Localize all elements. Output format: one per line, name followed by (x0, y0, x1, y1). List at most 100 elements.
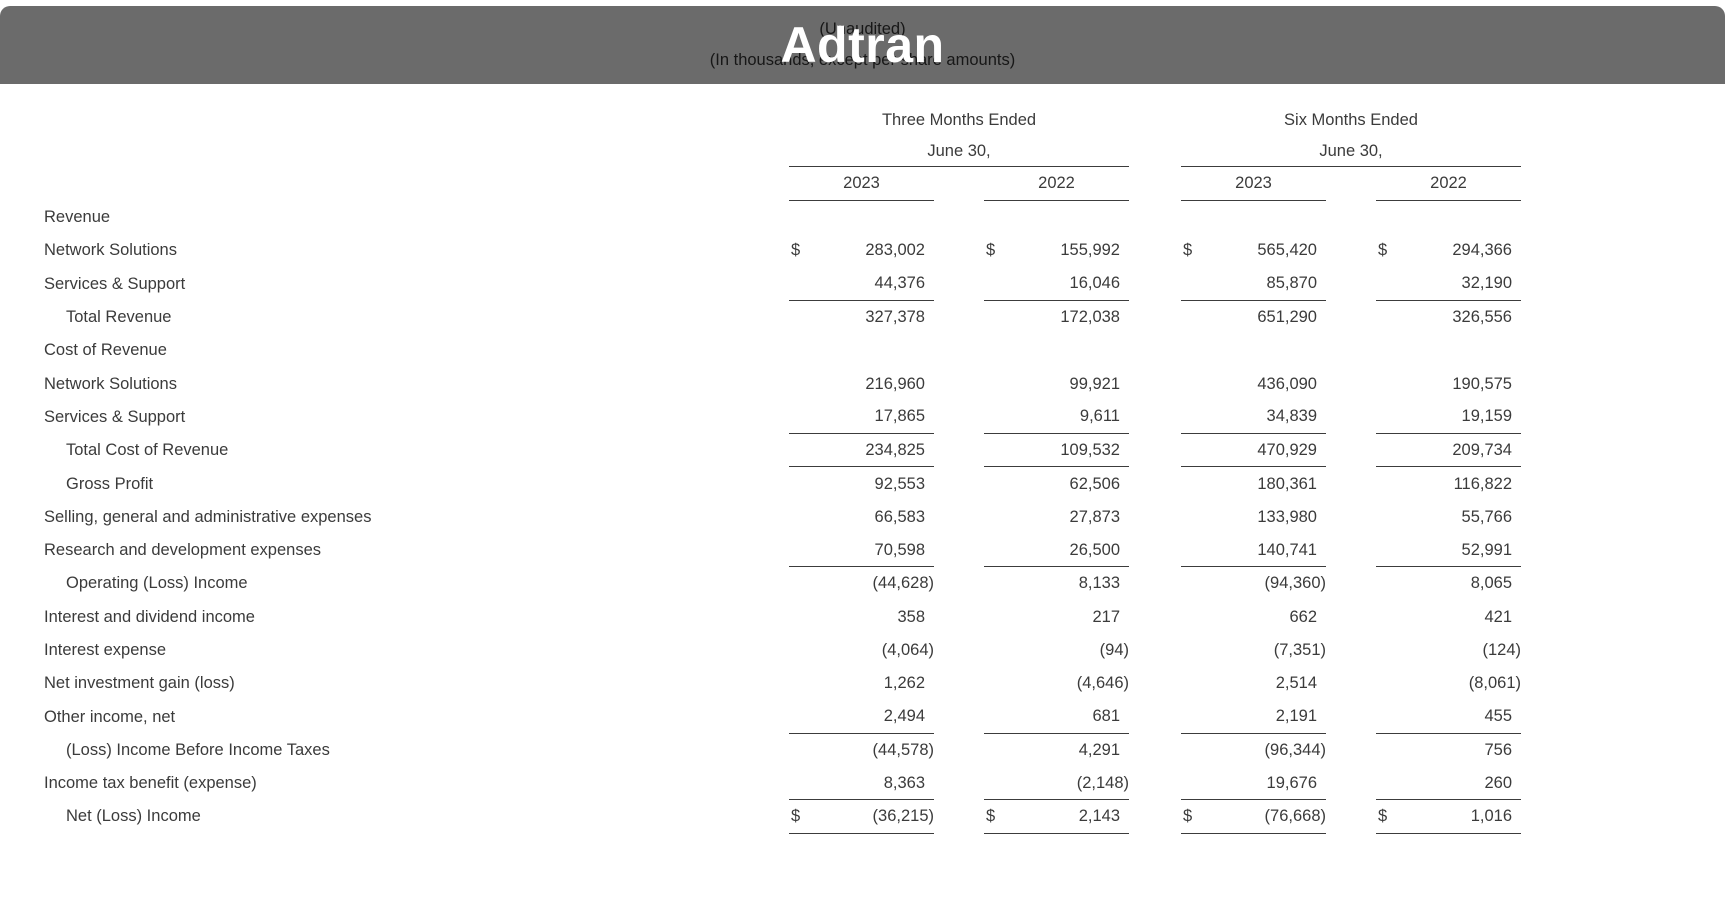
row-label: (Loss) Income Before Income Taxes (66, 740, 330, 759)
cell-number: 234,825 (865, 440, 925, 459)
cell-number: 190,575 (1452, 374, 1512, 393)
row-label: Cost of Revenue (44, 341, 167, 360)
label-column-spacer (44, 104, 789, 167)
cell-number: 2,494 (883, 707, 925, 726)
value-cell: (8,061) (1376, 667, 1521, 700)
col-group-subtitle: June 30, (1181, 136, 1521, 167)
value-cell: 34,839 (1181, 401, 1326, 435)
cell-number: 44,376 (874, 274, 925, 293)
value-cell (1181, 334, 1326, 367)
cell-number: 756 (1484, 740, 1512, 759)
value-cell: $ (36,215) (789, 800, 934, 834)
cell-number: 92,553 (874, 474, 925, 493)
value-cell: 455 (1376, 700, 1521, 734)
row-label: Interest expense (44, 641, 166, 659)
value-cell (789, 334, 934, 367)
cell-number: 32,190 (1461, 274, 1512, 293)
table-row: Services & Support 17,865 9,611 34,839 19,15… (44, 401, 1521, 435)
cell-number: 651,290 (1257, 308, 1317, 327)
value-cell: 44,376 (789, 268, 934, 301)
year-header-row: 2023 2022 2023 2022 (44, 167, 1521, 201)
year-header: 2023 (1181, 167, 1326, 201)
value-cell: 8,363 (789, 767, 934, 801)
row-label: Services & Support (44, 274, 186, 293)
value-cell: 8,133 (984, 567, 1129, 600)
cell-number: (4,646) (1076, 674, 1129, 693)
year-header: 2023 (789, 167, 934, 201)
value-cell: 92,553 (789, 467, 934, 500)
cell-number: 8,363 (883, 773, 925, 792)
value-cell: 470,929 (1181, 434, 1326, 468)
value-cell: (124) (1376, 634, 1521, 667)
table-row: Total Cost of Revenue 234,825 109,532 470,9… (44, 434, 1521, 468)
value-cell: 2,191 (1181, 700, 1326, 734)
table-row: Services & Support 44,376 16,046 85,870 32,1… (44, 268, 1521, 301)
cell-number: 283,002 (865, 241, 925, 260)
cell-number: (44,628) (872, 574, 934, 593)
cell-number: 326,556 (1452, 308, 1512, 327)
value-cell: 217 (984, 601, 1129, 634)
cell-number: 565,420 (1257, 241, 1317, 260)
table-row: Income tax benefit (expense) 8,363 (2,148)… (44, 767, 1521, 801)
table-row: Net (Loss) Income $ (36,215) $2,143 $ (76,668… (44, 800, 1521, 834)
cell-number: 216,960 (865, 374, 925, 393)
table-row: Selling, general and administrative expe… (44, 501, 1521, 534)
cell-number: 133,980 (1257, 507, 1317, 526)
value-cell: (94,360) (1181, 567, 1326, 600)
cell-number: 1,016 (1470, 806, 1512, 825)
cell-number: (36,215) (872, 806, 934, 825)
cell-number: 70,598 (874, 540, 925, 559)
value-cell: (4,064) (789, 634, 934, 667)
value-cell: 55,766 (1376, 501, 1521, 534)
cell-number: 421 (1484, 607, 1512, 626)
dollar-sign: $ (791, 806, 801, 825)
row-label: Other income, net (44, 707, 176, 726)
value-cell: 681 (984, 700, 1129, 734)
adtran-logo: Adtran (780, 17, 945, 73)
value-cell: $2,143 (984, 800, 1129, 834)
table-row: Operating (Loss) Income (44,628) 8,133 (94,… (44, 567, 1521, 600)
cell-number: 8,133 (1078, 574, 1120, 593)
cell-number: 99,921 (1069, 374, 1120, 393)
value-cell (1181, 201, 1326, 234)
value-cell: $ (76,668) (1181, 800, 1326, 834)
cell-number: 155,992 (1060, 241, 1120, 260)
value-cell: 32,190 (1376, 268, 1521, 301)
table-row: Other income, net 2,494 681 2,191 455 (44, 700, 1521, 734)
dollar-sign: $ (986, 806, 996, 825)
row-label: Network Solutions (44, 374, 177, 393)
col-group-six-months: Six Months Ended June 30, (1181, 104, 1521, 167)
row-label: Selling, general and administrative expe… (44, 507, 372, 526)
cell-number: 85,870 (1266, 274, 1317, 293)
value-cell: (4,646) (984, 667, 1129, 700)
col-group-subtitle: June 30, (789, 136, 1129, 167)
cell-number: 436,090 (1257, 374, 1317, 393)
row-label: Operating (Loss) Income (66, 574, 248, 593)
value-cell: $1,016 (1376, 800, 1521, 834)
table-row: Net investment gain (loss) 1,262 (4,646) 2,… (44, 667, 1521, 700)
value-cell: 133,980 (1181, 501, 1326, 534)
value-cell: 436,090 (1181, 367, 1326, 400)
row-label: Network Solutions (44, 241, 177, 260)
column-group-titles: Three Months Ended June 30, Six Months E… (44, 104, 1521, 167)
value-cell: 19,676 (1181, 767, 1326, 801)
dollar-sign: $ (1378, 241, 1388, 260)
cell-number: 109,532 (1060, 440, 1120, 459)
cell-number: 294,366 (1452, 241, 1512, 260)
cell-number: 662 (1289, 607, 1317, 626)
cell-number: 358 (897, 607, 925, 626)
value-cell: 358 (789, 601, 934, 634)
cell-number: (44,578) (872, 740, 934, 759)
value-cell: (7,351) (1181, 634, 1326, 667)
cell-number: 140,741 (1257, 540, 1317, 559)
value-cell: 140,741 (1181, 534, 1326, 568)
table-row: Gross Profit 92,553 62,506 180,361 116,822 (44, 467, 1521, 500)
value-cell: 52,991 (1376, 534, 1521, 568)
value-cell (1376, 334, 1521, 367)
value-cell: 26,500 (984, 534, 1129, 568)
cell-number: 27,873 (1069, 507, 1120, 526)
cell-number: (76,668) (1264, 806, 1326, 825)
value-cell: 99,921 (984, 367, 1129, 400)
row-label: Revenue (44, 208, 111, 227)
value-cell: 180,361 (1181, 467, 1326, 500)
